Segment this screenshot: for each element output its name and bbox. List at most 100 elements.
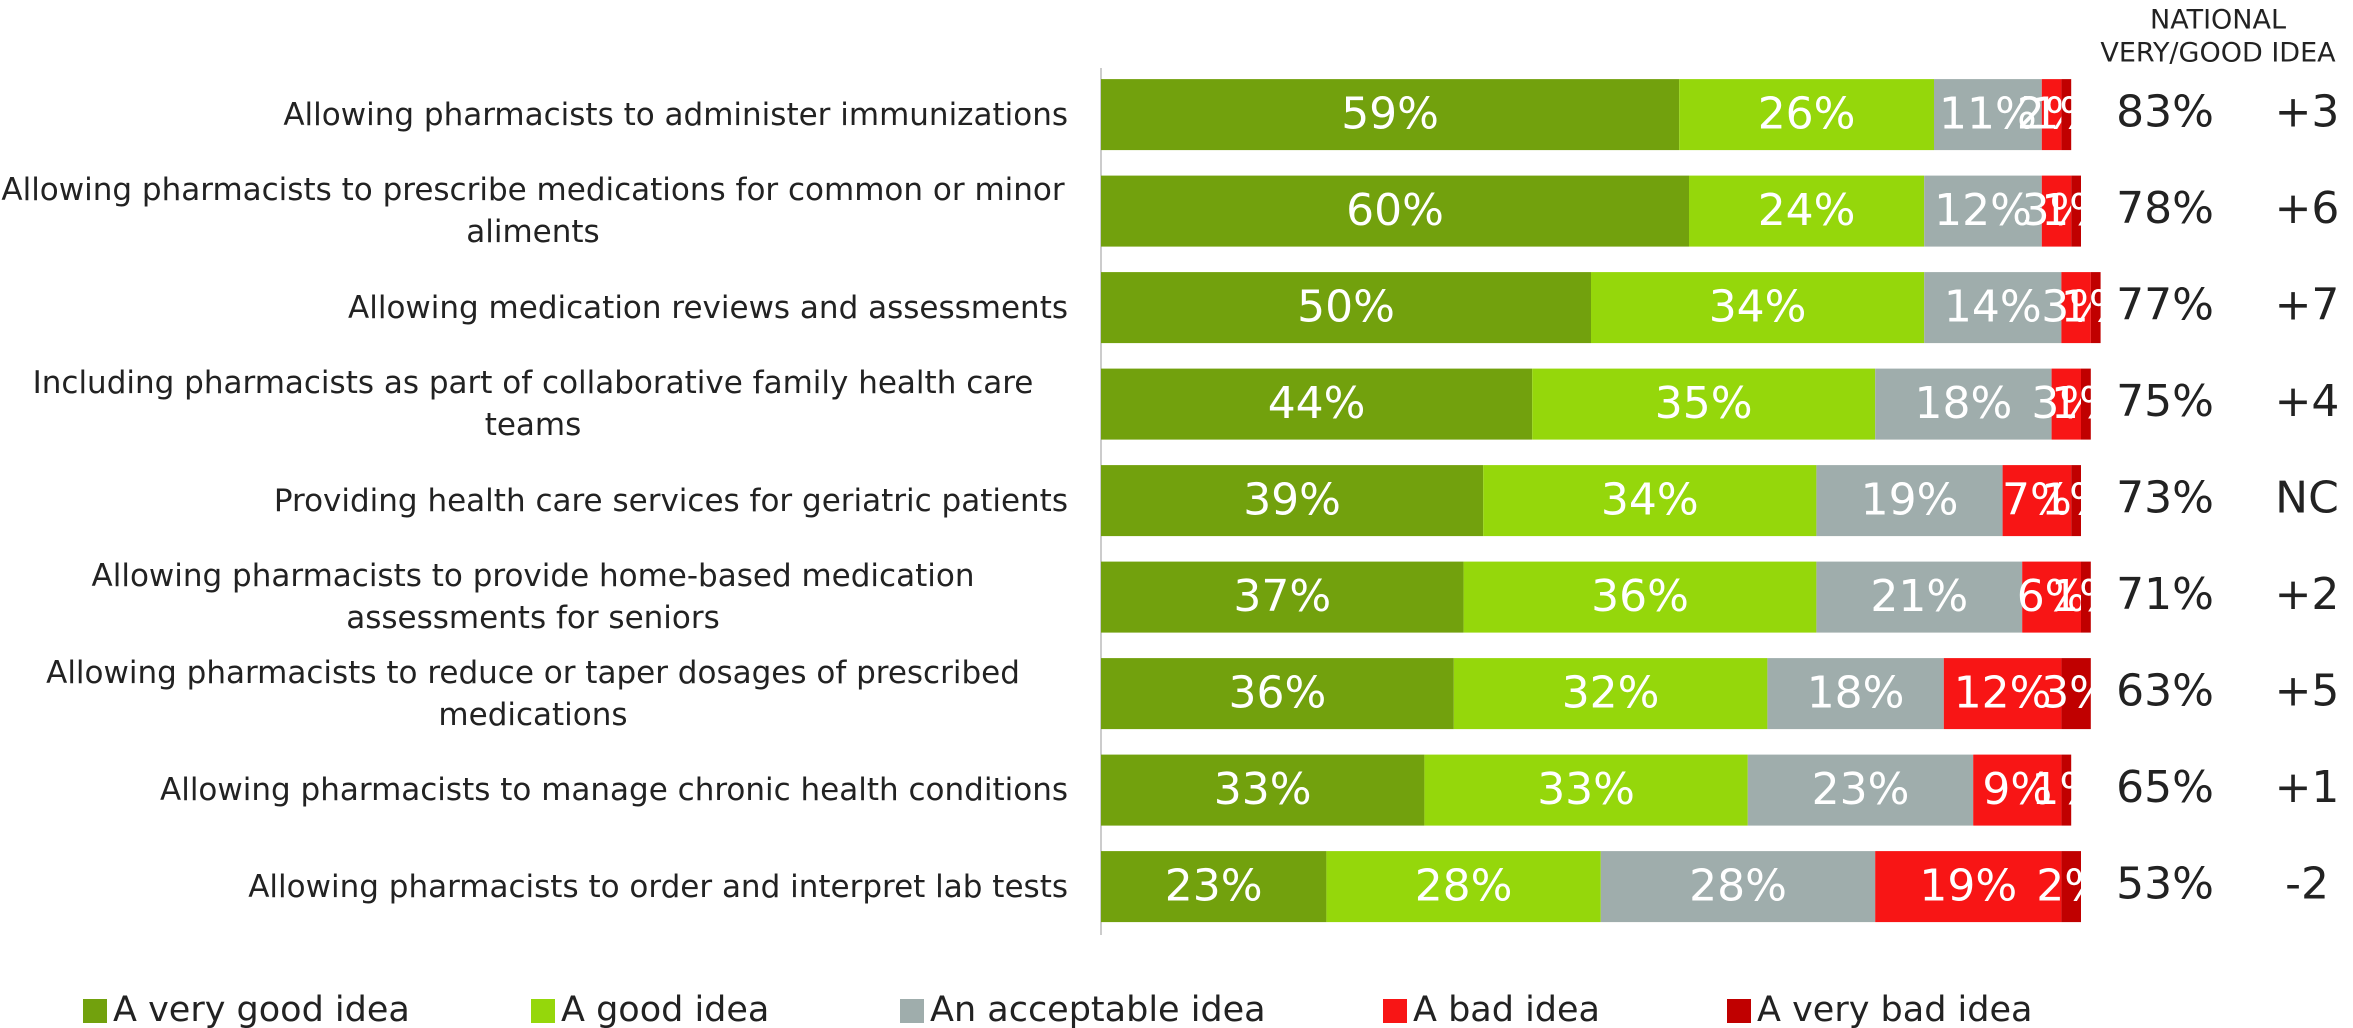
- value-label: 28%: [1415, 861, 1513, 912]
- value-label: 34%: [1601, 475, 1699, 526]
- bar-segment: [1816, 465, 2003, 537]
- bar-segment: [2061, 658, 2091, 730]
- change-value: +2: [2275, 569, 2340, 620]
- value-label: 12%: [1934, 185, 2032, 236]
- category-label: Allowing pharmacists to order and interp…: [0, 842, 1068, 932]
- national-value: 53%: [2116, 859, 2214, 910]
- bar-segment: [1101, 754, 1425, 826]
- legend-swatch: [900, 999, 924, 1023]
- value-label: 59%: [1341, 89, 1439, 140]
- value-label: 2%: [2036, 861, 2106, 912]
- bar-segment: [2081, 368, 2091, 440]
- bar-segment: [1934, 79, 2042, 151]
- value-label: 1%: [2051, 571, 2121, 622]
- category-label: Allowing pharmacists to administer immun…: [0, 70, 1068, 160]
- value-label: 1%: [2041, 475, 2111, 526]
- bar-segment: [2071, 465, 2081, 537]
- bar-segment: [2041, 175, 2072, 247]
- category-label: Allowing pharmacists to reduce or taper …: [0, 649, 1068, 739]
- bar-segment: [1689, 175, 1925, 247]
- value-label: 33%: [1214, 764, 1312, 815]
- bar-segment: [1463, 561, 1817, 633]
- bar-segment: [1101, 368, 1533, 440]
- category-text: Allowing medication reviews and assessme…: [348, 289, 1068, 326]
- change-value: +4: [2275, 376, 2340, 427]
- category-text: Allowing pharmacists to manage chronic h…: [160, 772, 1068, 809]
- change-value: NC: [2275, 473, 2339, 524]
- bar-segment: [1600, 851, 1876, 923]
- value-label: 23%: [1165, 861, 1263, 912]
- value-label: 39%: [1243, 475, 1341, 526]
- category-label: Allowing pharmacists to provide home-bas…: [0, 552, 1068, 642]
- change-value: +1: [2275, 762, 2340, 813]
- value-label: 34%: [1709, 282, 1807, 333]
- category-label: Allowing medication reviews and assessme…: [0, 263, 1068, 353]
- change-value: +7: [2275, 280, 2340, 331]
- value-label: 18%: [1807, 668, 1905, 719]
- national-value: 73%: [2116, 473, 2214, 524]
- national-value: 65%: [2116, 762, 2214, 813]
- legend-label: A good idea: [561, 990, 769, 1028]
- bar-segment: [1532, 368, 1876, 440]
- category-text: Providing health care services for geria…: [273, 482, 1068, 519]
- value-label: 32%: [1562, 668, 1660, 719]
- category-text: Allowing pharmacists to administer immun…: [283, 96, 1068, 133]
- change-value: +5: [2275, 666, 2340, 717]
- value-label: 1%: [2041, 185, 2111, 236]
- bar-segment: [2061, 851, 2081, 923]
- bar-segment: [1424, 754, 1748, 826]
- change-value: +3: [2275, 87, 2340, 138]
- legend-label: A very good idea: [113, 990, 410, 1028]
- national-value: 75%: [2116, 376, 2214, 427]
- value-label: 6%: [2017, 571, 2087, 622]
- value-label: 23%: [1812, 764, 1910, 815]
- bar-segment: [1875, 851, 2062, 923]
- legend-swatch: [1383, 999, 1407, 1023]
- value-label: 3%: [2041, 668, 2111, 719]
- bar-segment: [2061, 79, 2072, 151]
- value-label: 2%: [2017, 89, 2087, 140]
- bar-segment: [1101, 561, 1464, 633]
- value-label: 19%: [1861, 475, 1959, 526]
- value-label: 12%: [1954, 668, 2052, 719]
- category-text: Allowing pharmacists to order and interp…: [248, 868, 1068, 905]
- bar-segment: [1591, 272, 1925, 344]
- value-label: 21%: [1870, 571, 1968, 622]
- national-value: 78%: [2116, 183, 2214, 234]
- legend-label: A very bad idea: [1757, 990, 2032, 1028]
- value-label: 19%: [1919, 861, 2017, 912]
- bar-segment: [2081, 561, 2091, 633]
- bar-segment: [1101, 465, 1484, 537]
- bar-segment: [1875, 368, 2052, 440]
- bar-segment: [1101, 175, 1689, 247]
- legend-swatch: [1727, 999, 1751, 1023]
- bar-segment: [1326, 851, 1601, 923]
- bar-segment: [1973, 754, 2062, 826]
- category-label: Including pharmacists as part of collabo…: [0, 359, 1068, 449]
- legend-swatch: [83, 999, 107, 1023]
- bar-segment: [2090, 272, 2101, 344]
- value-label: 35%: [1655, 378, 1753, 429]
- bar-segment: [1679, 79, 1934, 151]
- bar-segment: [1747, 754, 1974, 826]
- value-label: 9%: [1982, 764, 2052, 815]
- bar-segment: [2051, 368, 2081, 440]
- bar-segment: [1816, 561, 2023, 633]
- bar-segment: [2061, 272, 2091, 344]
- value-label: 1%: [2061, 282, 2131, 333]
- value-label: 50%: [1297, 282, 1395, 333]
- category-label: Allowing pharmacists to manage chronic h…: [0, 745, 1068, 835]
- value-label: 1%: [2031, 89, 2101, 140]
- value-label: 36%: [1229, 668, 1327, 719]
- value-label: 18%: [1915, 378, 2013, 429]
- bar-segment: [2022, 561, 2081, 633]
- legend-swatch: [531, 999, 555, 1023]
- change-value: -2: [2285, 859, 2329, 910]
- national-value: 77%: [2116, 280, 2214, 331]
- category-text: Allowing pharmacists to provide home-bas…: [91, 558, 975, 637]
- bar-segment: [2041, 79, 2062, 151]
- bar-segment: [1924, 175, 2042, 247]
- category-text: Allowing pharmacists to prescribe medica…: [1, 172, 1065, 251]
- value-label: 36%: [1591, 571, 1689, 622]
